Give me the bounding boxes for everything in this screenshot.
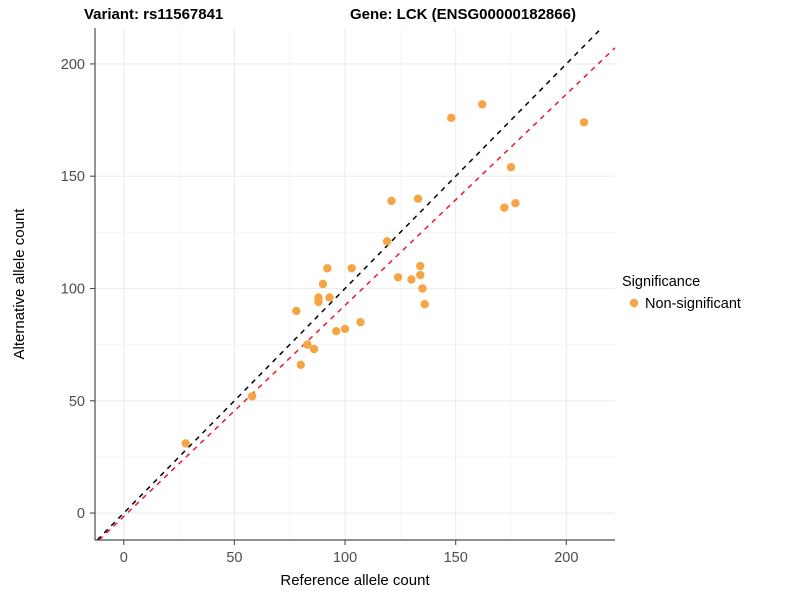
data-point [420, 300, 429, 309]
data-point [387, 196, 396, 206]
data-point [325, 293, 334, 302]
y-tick-marks [90, 63, 95, 514]
data-points [181, 100, 589, 448]
legend: Significance Non-significant [622, 274, 741, 312]
data-point [303, 340, 312, 349]
x-tick-label: 150 [444, 550, 468, 566]
legend-title: Significance [622, 274, 700, 290]
data-point [500, 203, 509, 212]
major-gridlines [95, 28, 615, 540]
data-point [314, 293, 323, 302]
data-point [413, 194, 423, 203]
y-tick-label: 50 [69, 394, 85, 410]
y-axis-title: Alternative allele count [11, 208, 28, 360]
legend-color-swatch [629, 298, 639, 308]
data-point [323, 264, 332, 273]
x-tick-labels: 0 50 100 150 200 [120, 550, 579, 566]
panel-background [95, 28, 615, 540]
x-tick-marks [123, 540, 567, 545]
data-point [393, 273, 403, 282]
data-point [418, 284, 427, 293]
x-axis: 0 50 100 150 200 Reference allele count [95, 539, 615, 589]
data-point [511, 198, 520, 208]
y-tick-label: 100 [61, 281, 85, 297]
data-point [247, 392, 257, 401]
y-tick-labels: 0 50 100 150 200 [61, 57, 85, 522]
data-point [292, 306, 301, 316]
variant-title: Variant: rs11567841 [84, 6, 223, 23]
reference-lines [96, 27, 616, 541]
data-point [340, 324, 350, 334]
x-tick-label: 0 [120, 550, 128, 566]
y-tick-label: 150 [61, 169, 85, 185]
plot-panel [95, 27, 616, 541]
x-tick-label: 200 [554, 550, 578, 566]
data-point [331, 326, 341, 336]
data-point [579, 118, 589, 127]
gene-title: Gene: LCK (ENSG00000182866) [350, 6, 576, 23]
data-point [416, 270, 425, 280]
x-tick-label: 100 [333, 550, 357, 566]
data-point [478, 100, 487, 109]
data-point [347, 264, 356, 273]
data-point [382, 237, 392, 246]
data-point [318, 279, 328, 289]
data-point [309, 344, 319, 354]
reference-line-fit [98, 47, 616, 541]
data-point [447, 113, 456, 123]
y-axis: 0 50 100 150 200 Alternative allele count [11, 28, 96, 540]
y-tick-label: 0 [77, 506, 85, 522]
data-point [407, 275, 416, 284]
legend-item-label: Non-significant [645, 296, 741, 312]
data-point [356, 317, 365, 327]
data-point [181, 439, 190, 448]
data-point [506, 163, 516, 172]
y-tick-label: 200 [61, 57, 85, 73]
data-point [416, 261, 425, 271]
x-axis-title: Reference allele count [280, 572, 430, 589]
minor-gridlines [95, 28, 615, 540]
x-tick-label: 50 [226, 550, 242, 566]
data-point [296, 360, 305, 370]
legend-item-non-significant[interactable]: Non-significant [629, 296, 741, 312]
